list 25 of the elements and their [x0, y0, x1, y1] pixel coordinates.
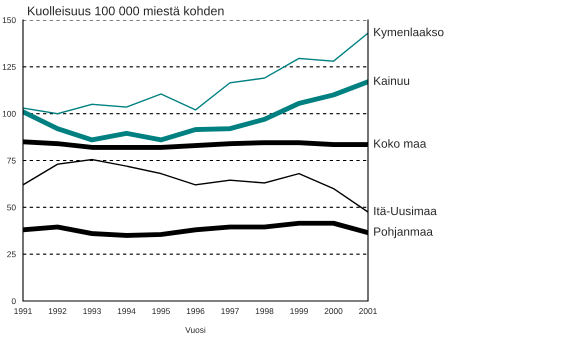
- x-tick-label: 1992: [48, 308, 66, 314]
- x-tick-label: 1993: [83, 308, 101, 314]
- chart-title: Kuolleisuus 100 000 miestä kohden: [28, 6, 224, 16]
- x-tick-label: 2001: [359, 308, 377, 314]
- series-label: Koko maa: [374, 139, 426, 148]
- x-tick-label: 1998: [256, 308, 274, 314]
- x-tick-label: 1999: [290, 308, 308, 314]
- series-label: Pohjanmaa: [374, 227, 433, 238]
- y-tick-label: 75: [7, 158, 16, 164]
- y-tick-label: 25: [7, 251, 16, 258]
- x-tick-label: 1994: [118, 308, 136, 314]
- series-label: Kainuu: [374, 76, 410, 85]
- y-tick-label: 50: [7, 204, 16, 210]
- y-tick-label: 125: [2, 64, 16, 70]
- x-tick-label: 1996: [186, 308, 204, 314]
- series-label: Itä-Uusimaa: [374, 206, 437, 216]
- x-tick-label: 1995: [152, 308, 170, 314]
- x-axis-title: Vuosi: [185, 326, 206, 333]
- y-tick-label: 100: [2, 110, 16, 117]
- y-tick-label: 150: [2, 17, 16, 24]
- x-tick-label: 2000: [324, 308, 342, 314]
- x-tick-label: 1991: [14, 308, 32, 314]
- x-tick-label: 1997: [221, 308, 239, 314]
- y-tick-label: 0: [12, 298, 16, 304]
- series-label: Kymenlaakso: [374, 28, 444, 39]
